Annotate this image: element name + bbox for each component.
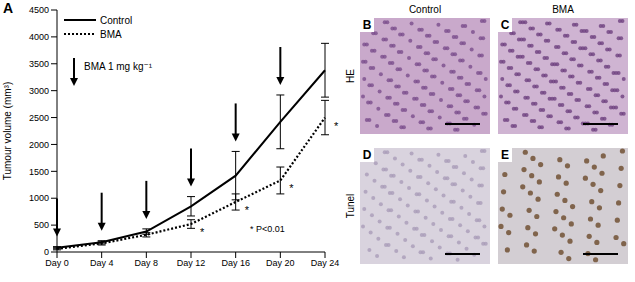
- svg-text:4000: 4000: [29, 32, 49, 42]
- svg-text:3500: 3500: [29, 59, 49, 69]
- svg-text:4500: 4500: [29, 5, 49, 15]
- svg-text:Day 0: Day 0: [45, 258, 69, 268]
- svg-text:3000: 3000: [29, 86, 49, 96]
- svg-text:2500: 2500: [29, 113, 49, 123]
- svg-text:D: D: [363, 148, 372, 162]
- svg-text:B: B: [363, 18, 372, 32]
- svg-text:Tunel: Tunel: [345, 194, 356, 219]
- svg-text:*: *: [289, 182, 294, 194]
- svg-text:1500: 1500: [29, 167, 49, 177]
- svg-text:Tumour volume (mm³): Tumour volume (mm³): [2, 82, 13, 181]
- svg-text:Day 8: Day 8: [135, 258, 159, 268]
- svg-text:1000: 1000: [29, 193, 49, 203]
- svg-text:Day 20: Day 20: [266, 258, 295, 268]
- svg-text:Day 4: Day 4: [90, 258, 114, 268]
- svg-text:500: 500: [34, 220, 49, 230]
- svg-text:C: C: [501, 18, 510, 32]
- svg-text:*: *: [200, 226, 205, 238]
- svg-text:0: 0: [44, 247, 49, 257]
- svg-text:Day 12: Day 12: [177, 258, 206, 268]
- svg-text:Day 24: Day 24: [311, 258, 340, 268]
- svg-text:Control: Control: [409, 4, 441, 15]
- svg-text:BMA: BMA: [100, 29, 122, 40]
- svg-text:BMA: BMA: [552, 4, 574, 15]
- svg-text:Control: Control: [100, 15, 132, 26]
- svg-text:E: E: [501, 148, 509, 162]
- svg-text:HE: HE: [345, 69, 356, 83]
- html-text:A: A: [3, 0, 14, 16]
- svg-text:2000: 2000: [29, 140, 49, 150]
- svg-text:*: *: [334, 120, 339, 132]
- svg-text:* P<0.01: * P<0.01: [250, 224, 285, 234]
- svg-text:Day 16: Day 16: [221, 258, 250, 268]
- svg-text:*: *: [245, 204, 250, 216]
- svg-text:BMA 1 mg kg⁻¹: BMA 1 mg kg⁻¹: [84, 61, 153, 72]
